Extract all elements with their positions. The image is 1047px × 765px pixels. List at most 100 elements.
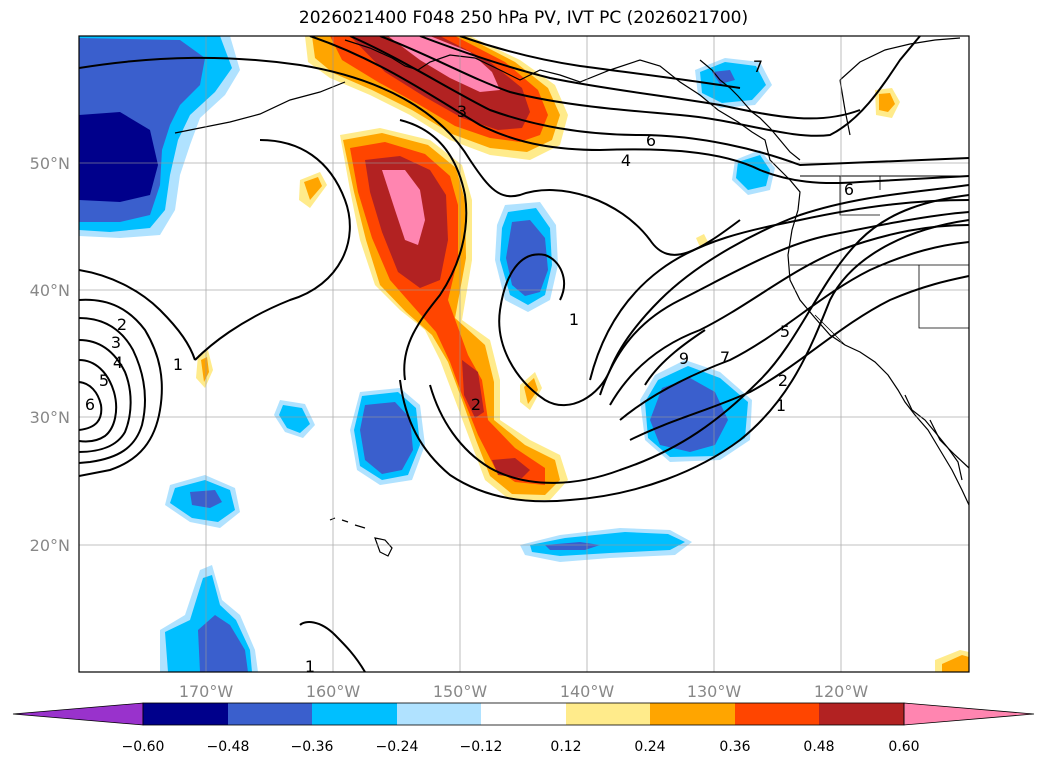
colorbar-tick-label: −0.60 <box>122 739 165 755</box>
colorbar-extend-high <box>903 702 1035 726</box>
contour-label: 3 <box>111 333 121 352</box>
colorbar: −0.60 −0.48 −0.36 −0.24 −0.12 0.12 0.24 … <box>12 702 1035 755</box>
lat-tick-label: 20°N <box>30 536 70 555</box>
contour-west-3 <box>79 339 132 453</box>
colorbar-tick-label: −0.24 <box>376 739 419 755</box>
baja-coast <box>904 394 963 481</box>
contour-label: 3 <box>457 102 467 121</box>
pv-anomaly-c2c <box>360 402 413 474</box>
lon-tick-label: 140°W <box>560 682 615 701</box>
contour-trough-2 <box>429 194 969 484</box>
lon-tick-label: 160°W <box>306 682 361 701</box>
contour-west-5 <box>79 381 103 431</box>
colorbar-bin <box>650 703 735 725</box>
pv-anomaly-p2b <box>201 357 209 382</box>
colorbar-bin <box>397 703 481 725</box>
contour-label: 7 <box>753 57 763 76</box>
contour-label: 1 <box>305 657 315 676</box>
contour-label: 6 <box>646 131 656 150</box>
pv-anomaly-s3c <box>545 542 600 550</box>
map-frame <box>78 35 970 673</box>
contour-trough-7 <box>619 241 969 421</box>
contour-label: 2 <box>471 395 481 414</box>
hawaii-islands <box>329 517 393 557</box>
lon-tick-label: 130°W <box>687 682 742 701</box>
pv-anomaly-s1b <box>279 405 310 433</box>
colorbar-tick-label: 0.12 <box>550 739 581 755</box>
latitude-labels: 50°N 40°N 30°N 20°N <box>30 154 70 555</box>
contour-bottom <box>299 621 366 672</box>
colorbar-tick-label: −0.12 <box>460 739 503 755</box>
contour-top-6 <box>459 36 741 89</box>
contour-trough-8 <box>629 275 969 441</box>
contour-top-5 <box>419 36 861 120</box>
contour-label: 5 <box>99 371 109 390</box>
colorbar-bin <box>819 703 904 725</box>
contour-west-2 <box>79 317 146 464</box>
pv-anomaly-p4b <box>879 93 895 112</box>
colorbar-tick-label: 0.60 <box>888 739 919 755</box>
contour-top-2 <box>309 36 969 185</box>
alaska-peninsula <box>174 81 346 134</box>
state-borders <box>790 176 969 346</box>
ivt-contours <box>79 36 969 672</box>
colorbar-tick-label: 0.24 <box>634 739 665 755</box>
contour-trough-5 <box>599 211 969 396</box>
contour-loop-2 <box>399 119 468 381</box>
contour-trough-6 <box>609 224 969 406</box>
map-title: 2026021400 F048 250 hPa PV, IVT PC (2026… <box>298 8 749 28</box>
contour-top-4 <box>379 36 921 137</box>
lat-tick-label: 40°N <box>30 281 70 300</box>
coastlines <box>174 37 969 557</box>
pv-anomaly-ne1c <box>712 70 735 84</box>
lon-tick-label: 170°W <box>179 682 234 701</box>
contour-label: 1 <box>776 396 786 415</box>
contour-label: 1 <box>173 355 183 374</box>
colorbar-tick-label: −0.36 <box>291 739 334 755</box>
pv-anomaly-mid-f <box>462 360 484 418</box>
contour-inner-9 <box>644 329 706 386</box>
north-america-coast <box>344 39 969 506</box>
contour-label: 2 <box>117 315 127 334</box>
map-content <box>79 36 969 672</box>
bc-coast <box>699 59 801 161</box>
lat-tick-label: 30°N <box>30 408 70 427</box>
pv-anomaly-nw-4 <box>79 112 158 202</box>
contour-label: 2 <box>778 371 788 390</box>
contour-trough-outer <box>399 219 969 503</box>
colorbar-bin <box>312 703 397 725</box>
gridlines <box>79 36 969 672</box>
contour-label: 5 <box>780 322 790 341</box>
contour-label: 6 <box>844 180 854 199</box>
contour-west-4 <box>79 359 118 443</box>
colorbar-tick-label: −0.48 <box>207 739 250 755</box>
colorbar-bin <box>735 703 819 725</box>
mexico-coast <box>929 419 969 469</box>
contour-label: 6 <box>85 395 95 414</box>
contour-west-1 <box>79 298 163 477</box>
canada-north <box>839 37 961 136</box>
contour-label: 9 <box>679 349 689 368</box>
longitude-labels: 170°W 160°W 150°W 140°W 130°W 120°W <box>179 682 869 701</box>
contour-trough-4 <box>589 199 969 381</box>
lat-tick-label: 50°N <box>30 154 70 173</box>
lon-tick-label: 120°W <box>814 682 869 701</box>
lon-tick-label: 150°W <box>433 682 488 701</box>
pv-anomaly-s4c <box>198 615 248 672</box>
colorbar-bin <box>228 703 312 725</box>
pv-anomaly-mid-e <box>382 170 425 245</box>
pv-anomaly-p1b <box>304 177 322 200</box>
colorbar-bin <box>143 703 228 725</box>
pv-anomaly-p5b <box>942 655 969 672</box>
contour-loop-1 <box>79 139 351 361</box>
contour-label: 4 <box>621 151 631 170</box>
contour-label: 7 <box>720 348 730 367</box>
colorbar-extend-low <box>12 702 144 726</box>
contour-label: 1 <box>569 310 579 329</box>
colorbar-frame <box>142 702 905 726</box>
contour-labels: 2 3 4 5 6 1 3 6 4 6 1 2 9 7 5 2 1 1 7 <box>85 57 854 676</box>
contour-top-1 <box>79 56 741 256</box>
contour-top-3 <box>349 36 969 167</box>
contour-label: 4 <box>113 353 123 372</box>
